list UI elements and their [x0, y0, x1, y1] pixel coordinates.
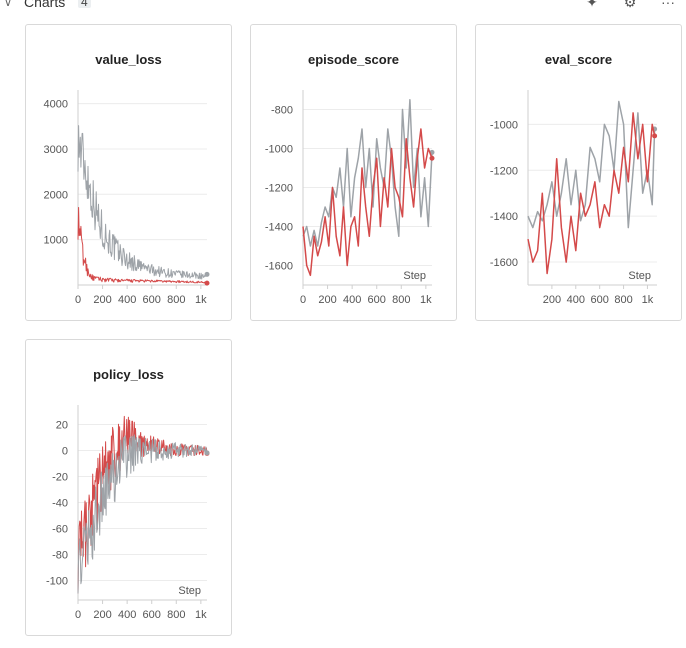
- series-line-red: [527, 112, 656, 275]
- x-tick-label: 200: [93, 609, 111, 621]
- charts-section-header: ∨ Charts 4 ✦ ⚙ ···: [0, 0, 686, 14]
- y-tick-label: 1000: [44, 235, 68, 247]
- y-tick-label: -1600: [265, 261, 293, 273]
- chart-card-episode-score[interactable]: episode_score -800 -1000 -1200 -1400 -1600 0 2…: [250, 24, 457, 321]
- series-end-marker: [204, 450, 210, 456]
- chevron-down-icon[interactable]: ∨: [4, 0, 13, 9]
- x-tick-label: 600: [143, 294, 161, 306]
- series-line-red: [77, 207, 208, 284]
- chart-title: episode_score: [307, 52, 400, 67]
- x-tick-label: 600: [590, 294, 608, 306]
- chart-svg: 1000 2000 3000 4000 0 200 400 600 800 1k: [44, 90, 210, 306]
- x-tick-label: 800: [167, 609, 185, 621]
- series-line-gray: [302, 99, 433, 247]
- y-tick-label: -80: [52, 550, 68, 562]
- x-tick-label: 200: [543, 294, 561, 306]
- x-tick-label: 400: [567, 294, 585, 306]
- y-tick-label: -20: [52, 472, 68, 484]
- x-tick-label: 1k: [642, 294, 654, 306]
- x-tick-label: 200: [93, 294, 111, 306]
- section-title[interactable]: Charts: [24, 0, 66, 10]
- y-tick-label: -1400: [265, 222, 293, 234]
- chart-count-badge: 4: [78, 0, 91, 9]
- series-end-marker: [429, 155, 435, 161]
- x-tick-label: 600: [368, 294, 386, 306]
- series-end-marker: [204, 271, 210, 277]
- x-axis-label: Step: [628, 270, 651, 282]
- y-tick-label: -1200: [490, 165, 518, 177]
- y-tick-label: -1400: [490, 211, 518, 223]
- x-tick-label: 0: [300, 294, 306, 306]
- chart-title: eval_score: [544, 52, 613, 67]
- chart-svg: -1000 -1200 -1400 -1600 200 400 600 800 1k Step: [490, 90, 658, 306]
- x-tick-label: 1k: [420, 294, 432, 306]
- y-tick-label: -100: [46, 576, 68, 588]
- y-tick-label: -1000: [490, 119, 518, 131]
- series-end-marker: [652, 133, 658, 139]
- x-tick-label: 0: [75, 609, 81, 621]
- y-tick-label: -1600: [490, 257, 518, 269]
- x-tick-label: 400: [343, 294, 361, 306]
- pin-icon[interactable]: ✦: [586, 0, 598, 10]
- x-tick-label: 0: [75, 294, 81, 306]
- chart-title: policy_loss: [93, 367, 164, 382]
- chart-svg: -800 -1000 -1200 -1400 -1600 0 200 400 600 800 1k S…: [265, 90, 435, 306]
- x-tick-label: 1k: [195, 294, 207, 306]
- y-tick-label: -40: [52, 498, 68, 510]
- y-tick-label: -800: [271, 105, 293, 117]
- gear-icon[interactable]: ⚙: [623, 0, 637, 10]
- y-tick-label: -1000: [265, 144, 293, 156]
- x-tick-label: 800: [614, 294, 632, 306]
- chart-title: value_loss: [95, 52, 162, 67]
- y-tick-label: 20: [56, 420, 68, 432]
- chart-card-eval-score[interactable]: eval_score -1000 -1200 -1400 -1600 200 400 600…: [475, 24, 682, 321]
- x-tick-label: 1k: [195, 609, 207, 621]
- chart-card-value-loss[interactable]: value_loss 1000 2000 3000 4000 0 200 400 600 800…: [25, 24, 232, 321]
- x-tick-label: 200: [318, 294, 336, 306]
- chart-card-policy-loss[interactable]: policy_loss 20 0 -20 -40 -60 -80 -100 0 200 400 60…: [25, 339, 232, 636]
- series-line-gray: [77, 125, 208, 280]
- y-tick-label: 0: [62, 446, 68, 458]
- y-tick-label: -1200: [265, 183, 293, 195]
- x-axis-label: Step: [403, 270, 426, 282]
- x-tick-label: 400: [118, 609, 136, 621]
- x-tick-label: 800: [167, 294, 185, 306]
- series-line-gray: [77, 434, 208, 594]
- y-tick-label: 4000: [44, 99, 68, 111]
- series-line-red: [302, 128, 433, 277]
- x-tick-label: 600: [143, 609, 161, 621]
- y-tick-label: -60: [52, 524, 68, 536]
- series-line-gray: [527, 100, 656, 229]
- x-tick-label: 800: [392, 294, 410, 306]
- y-tick-label: 2000: [44, 189, 68, 201]
- y-tick-label: 3000: [44, 144, 68, 156]
- series-end-marker: [204, 280, 210, 286]
- more-icon[interactable]: ···: [661, 0, 675, 10]
- x-axis-label: Step: [178, 585, 201, 597]
- x-tick-label: 400: [118, 294, 136, 306]
- series-line-red: [77, 415, 208, 594]
